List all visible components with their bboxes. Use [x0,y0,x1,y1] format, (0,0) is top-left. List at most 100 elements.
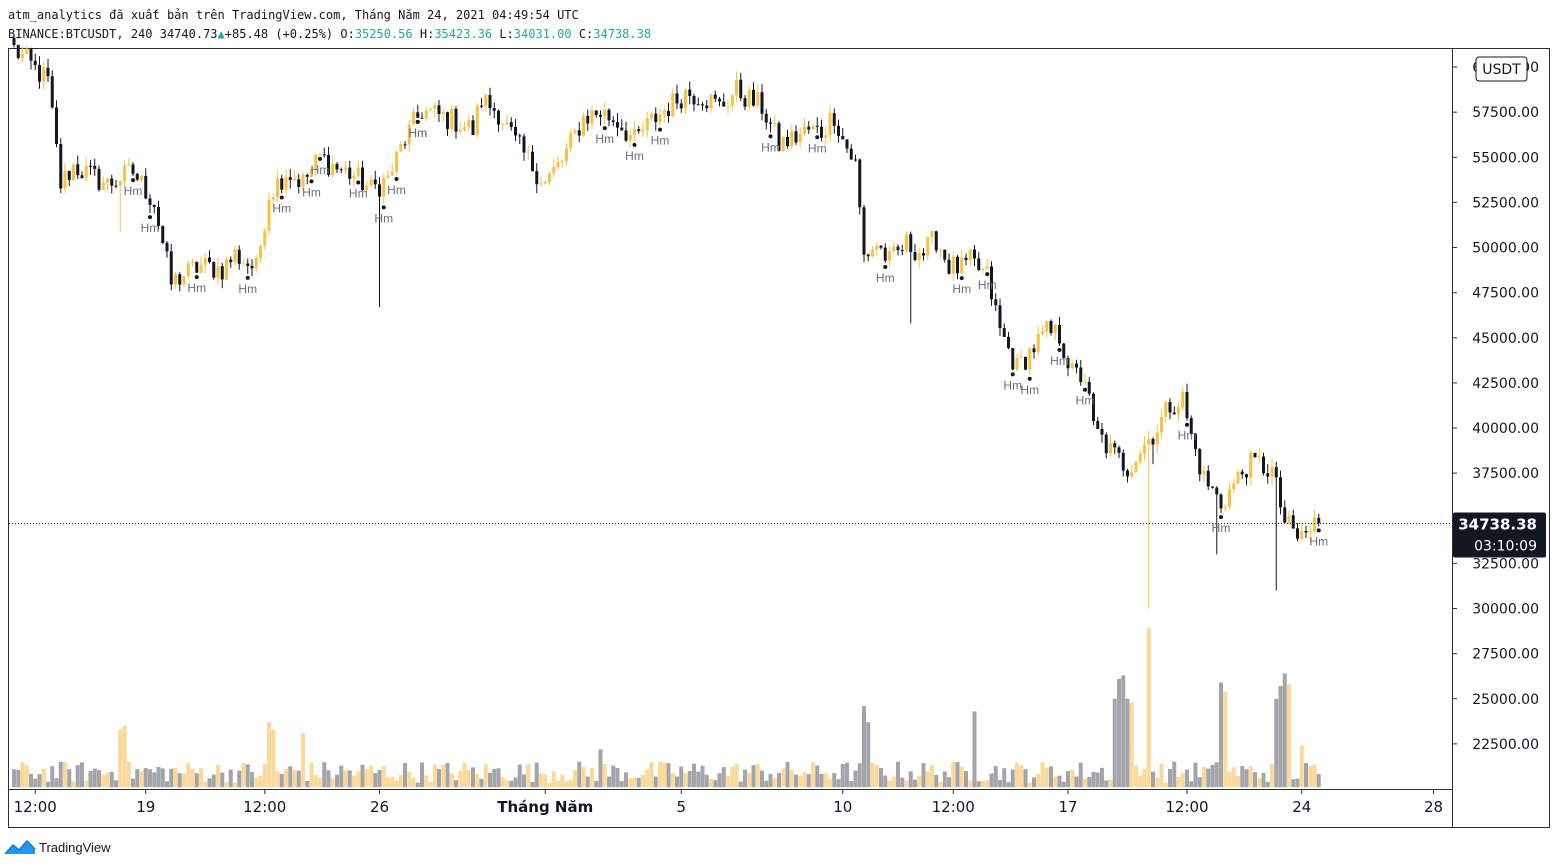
volume-bar [122,725,127,788]
candle-body [662,110,666,115]
price-tick-label: 40000.00 [1472,421,1539,437]
candle-body [225,259,228,280]
candle-body [378,184,381,197]
time-axis[interactable]: 12:00 19 12:00 26 Tháng Năm 5 10 12:00 17 12:00 24… [14,789,1443,816]
candle-body [199,264,203,273]
hm-marker-label: Hm [408,126,427,140]
volume-bar [1057,775,1062,788]
volume-bar [755,763,760,788]
volume-bar [454,780,458,788]
volume-bar [1040,762,1045,788]
candle-body [12,37,16,46]
volume-bar [760,770,764,788]
volume-bar [262,764,267,788]
volume-bar [1282,673,1287,788]
volume-bar [1248,766,1253,788]
candle-body [118,181,122,186]
candle-body [590,110,594,124]
volume-bar [641,774,645,788]
volume-bar [619,781,624,788]
volume-bar [670,773,675,788]
candle-body [1058,324,1061,344]
tradingview-footer[interactable]: TradingView [4,838,111,856]
candle-body [263,230,267,246]
volume-bar [1095,772,1100,788]
candle-body [1121,452,1125,471]
volume-bar [318,778,322,788]
candle-body [624,130,628,141]
volume-bar [794,774,798,788]
candle-body [922,253,925,256]
hm-marker-label: Hm [387,183,406,197]
hm-marker-label: Hm [238,282,257,296]
hm-marker-label: Hm [124,184,143,198]
volume-bar [339,765,344,788]
volume-bar [934,774,939,788]
volume-bar [1125,698,1130,788]
candle-body [1215,487,1219,495]
volume-bar [92,768,97,788]
volume-bar [211,774,216,788]
volume-bar [819,773,824,788]
candle-body [208,257,211,262]
volume-bar [666,763,671,788]
candle-body [1062,343,1066,359]
ohlc-legend: BINANCE:BTCUSDT, 240 34740.73▲+85.48 (+0… [8,27,651,42]
volume-bar [364,769,369,788]
hm-marker-label: Hm [1050,354,1069,368]
volume-bar [237,770,242,788]
candle-body [1134,462,1138,473]
volume-bar [938,782,943,788]
candle-body [913,251,917,260]
candle-body [1240,471,1244,475]
volume-bar [930,764,934,788]
currency-badge[interactable]: USDT [1475,56,1528,82]
countdown-label: 03:10:09 [1474,539,1537,555]
volume-bar [1265,781,1270,788]
volume-bar [373,773,378,788]
volume-bar [857,763,862,788]
candle-body [569,133,573,149]
volume-bar [768,773,773,788]
volume-bar [1117,678,1121,788]
candle-body [454,108,458,132]
candle-body [875,245,879,250]
volume-bar [968,780,973,788]
volume-bar [551,771,556,788]
volume-bar [109,771,114,788]
candle-body [973,249,976,259]
candle-body [29,48,33,61]
hm-marker-dot [415,119,420,124]
candle-body [1172,412,1176,415]
candle-body [820,126,823,138]
candle-body [1164,402,1168,418]
candle-body [131,164,135,174]
volume-bar [41,768,46,788]
candle-body [335,164,339,170]
volume-bar [1087,776,1092,788]
candle-body [1049,320,1053,333]
volume-bar [679,766,684,788]
hm-marker-label: Hm [1003,378,1022,392]
candle-body [896,246,900,251]
candle-body [730,95,734,106]
candle-body [548,173,551,182]
volume-bar [798,776,803,788]
volume-bar [369,765,373,788]
volume-bar [1172,761,1177,788]
price-axis[interactable]: 60000.0057500.0055000.0052500.0050000.00… [1452,60,1539,753]
volume-bar [505,780,509,788]
candle-body [1198,449,1202,475]
volume-bar [84,780,89,788]
volume-bar [275,771,280,788]
candle-body [807,126,811,130]
volume-bar [245,764,250,788]
candle-body [786,136,789,146]
candle-body [1113,443,1117,448]
volume-bar [135,769,140,788]
volume-bar [530,781,535,788]
candle-body [152,204,156,208]
candle-body [794,131,798,143]
candle-body [1257,456,1261,458]
